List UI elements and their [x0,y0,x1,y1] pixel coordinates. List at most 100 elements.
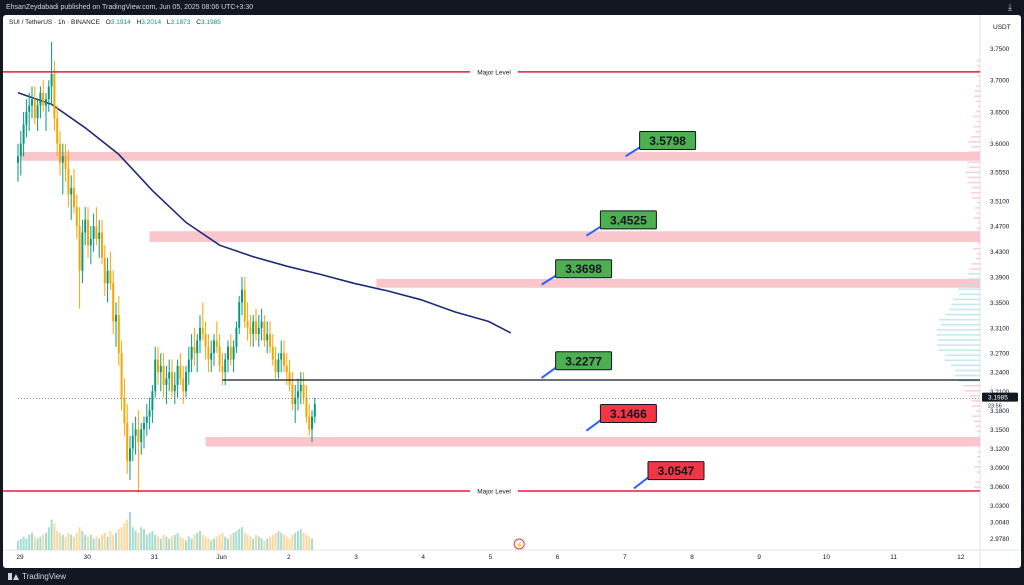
volume-bar [280,533,282,550]
candle-body [241,290,243,303]
candle-body [62,156,64,162]
candle-body [39,93,41,106]
volume-bar [311,539,313,550]
volume-bar [188,537,190,550]
candle-body [300,385,302,391]
volume-bar [115,533,117,550]
x-tick-label: 31 [151,554,159,561]
annotation-label: 3.0547 [658,464,695,478]
volume-profile-bar [967,161,980,163]
volume-bar [255,535,257,550]
volume-profile-bar [951,304,980,306]
volume-bar [42,535,44,550]
volume-bar [165,537,167,550]
y-tick-label: 3.3900 [990,274,1010,281]
footer-bar: TradingView [0,568,1024,585]
candle-body [235,328,237,347]
major-level-label: Major Level [477,69,511,76]
candle-body [87,220,89,245]
volume-profile-bar [969,151,980,153]
publisher-bar: EhsanZeydabadi published on TradingView.… [0,0,1024,15]
volume-profile-bar [972,415,980,417]
volume-bar [261,539,263,550]
volume-bar [305,535,307,550]
y-tick-label: 3.4300 [990,249,1010,256]
volume-bar [65,537,67,550]
annotation-label: 3.5798 [649,134,686,148]
volume-bar [132,527,134,550]
volume-bar [160,539,162,550]
volume-bar [135,531,137,550]
candle-body [118,315,120,353]
candle-body [101,233,103,258]
symbol-title: SUI / TetherUS · 1h · BINANCE [9,19,100,26]
volume-profile-bar [977,456,980,458]
x-tick-label: Jun [216,554,227,561]
volume-profile-bar [974,466,980,468]
candle-body [244,290,246,322]
volume-profile-bar [969,166,980,168]
candle-body [249,328,251,334]
share-icon[interactable]: ⤓ [1008,2,1012,13]
volume-profile-bar [976,410,980,412]
candle-body [210,353,212,359]
annotation-label: 3.1466 [610,407,647,421]
open-value: 3.1914 [111,19,131,26]
candle-body [135,429,137,435]
volume-profile-bar [977,60,980,62]
chart-panel[interactable]: Major Level Major Level 3.5798 3.4525 3.3698… [3,15,1021,568]
candle-body [196,340,198,353]
volume-bar [174,535,176,550]
candle-body [126,423,128,461]
price-chart[interactable]: Major Level Major Level 3.5798 3.4525 3.3698… [3,15,1021,568]
candle-body [76,207,78,226]
zone-0 [21,152,980,161]
volume-bar [123,523,125,550]
y-tick-label: 3.6500 [990,109,1010,116]
volume-bar [121,527,123,550]
tradingview-logo-icon [8,573,18,580]
y-tick-label: 3.1200 [990,446,1010,453]
candle-body [17,156,19,162]
volume-bar [224,537,226,550]
candle-body [20,144,22,157]
candle-body [261,321,263,327]
volume-bar [177,533,179,550]
volume-profile-bar [979,446,980,448]
candle-body [163,366,165,385]
volume-bar [272,535,274,550]
volume-bar [202,535,204,550]
candle-body [227,347,229,360]
candle-body [277,360,279,373]
volume-bar [98,539,100,550]
volume-bar [163,535,165,550]
volume-profile-bar [945,360,980,362]
volume-bar [213,539,215,550]
volume-profile-bar [977,471,980,473]
candle-body [149,410,151,416]
candle-body [84,220,86,233]
candle-body [123,398,125,423]
y-tick-label: 3.3500 [990,300,1010,307]
candle-body [177,366,179,385]
volume-profile-bar [978,233,980,235]
volume-bar [185,541,187,551]
candle-body [132,436,134,449]
candle-body [258,328,260,334]
volume-bar [227,539,229,550]
volume-bar [300,529,302,550]
volume-bar [90,535,92,550]
candle-body [238,302,240,327]
volume-profile-bar [941,324,980,326]
candle-body [311,417,313,430]
candle-body [56,118,58,143]
volume-bar [48,527,50,550]
volume-bar [17,541,19,551]
candle-body [280,353,282,359]
volume-profile-bar [951,365,980,367]
volume-profile-bar [937,334,980,336]
high-value: 3.2014 [141,19,161,26]
volume-profile-bar [977,238,980,240]
volume-profile-bar [970,395,980,397]
volume-bar [199,531,201,550]
